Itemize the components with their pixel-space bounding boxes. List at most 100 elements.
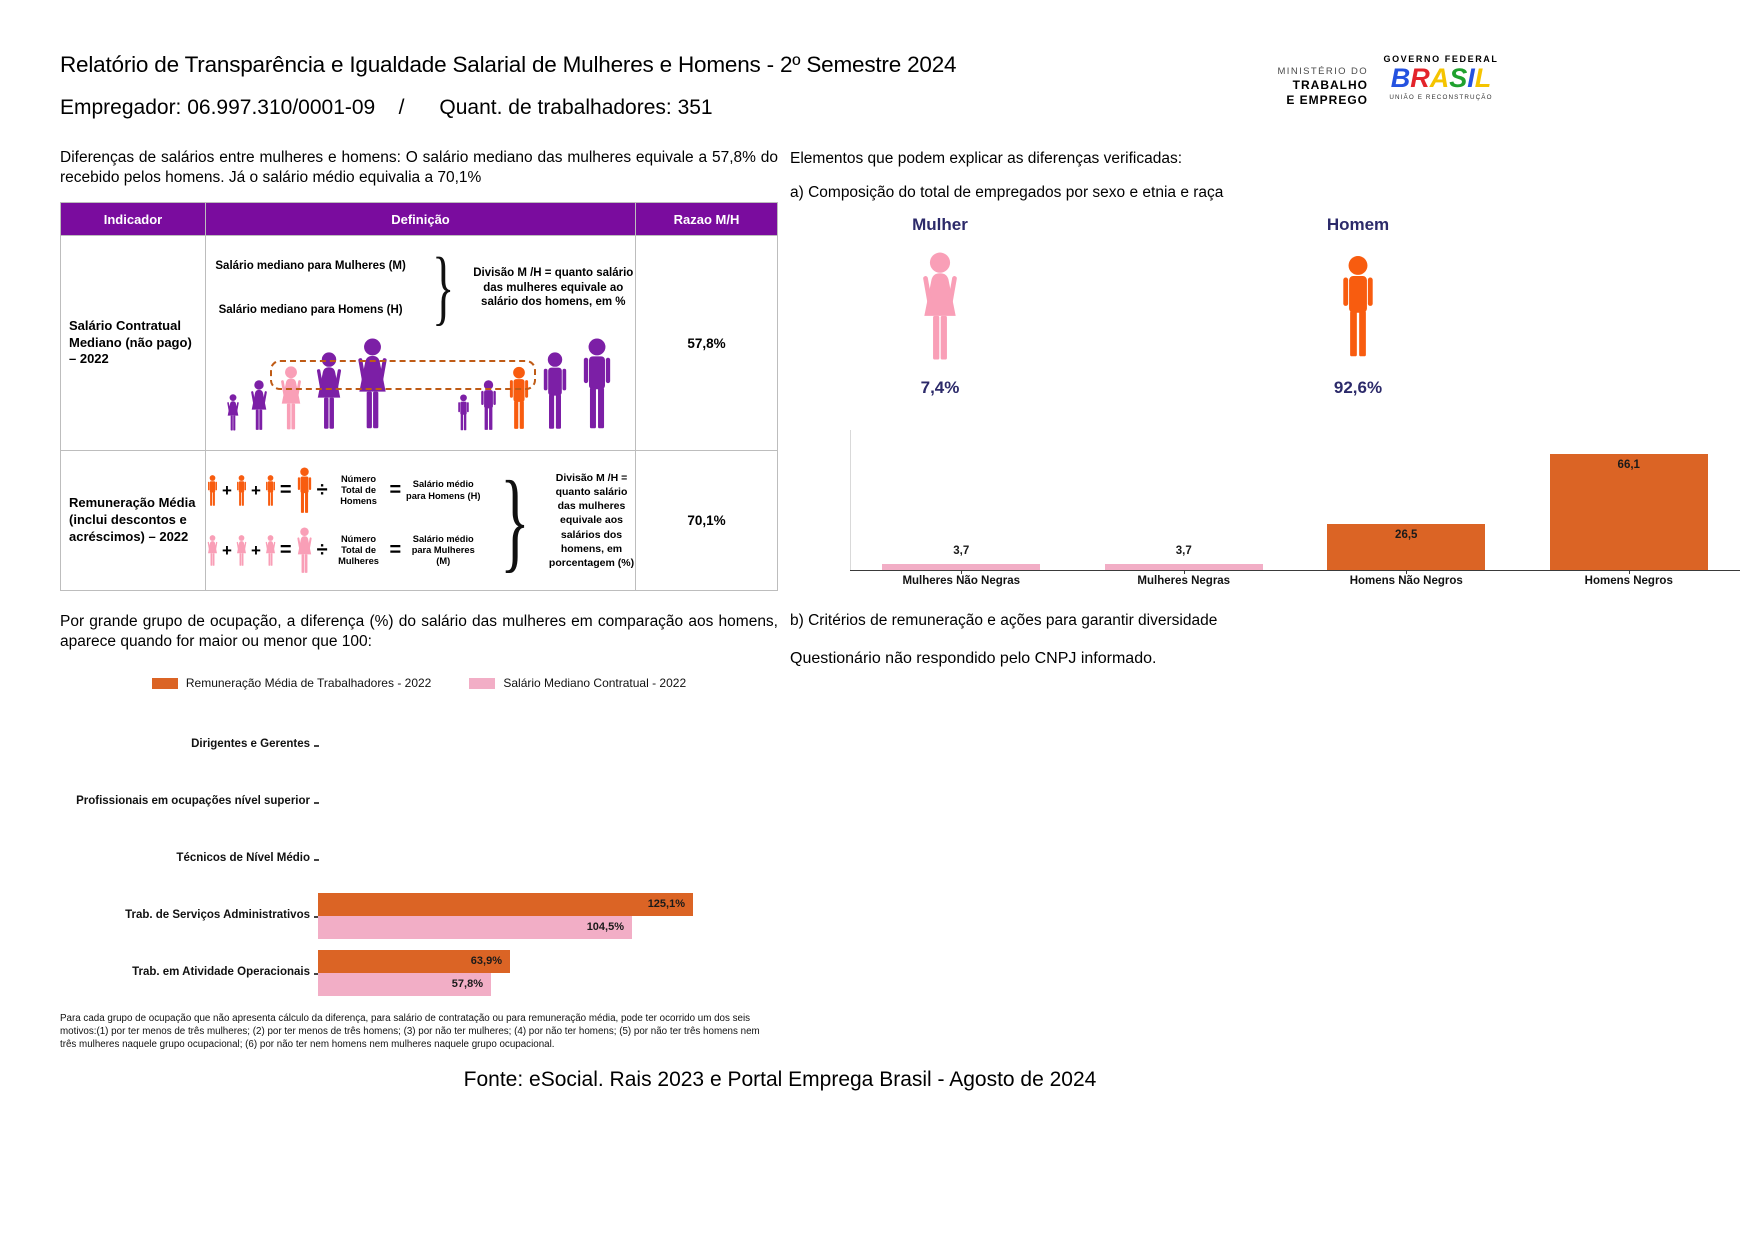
section-b-text: Questionário não respondido pelo CNPJ in…	[790, 650, 1157, 667]
brasil-letter: I	[1467, 63, 1475, 93]
occupation-bar-value: 125,1%	[647, 898, 685, 910]
equals-operator: =	[279, 539, 292, 561]
ministry-logo: MINISTÉRIO DO TRABALHO E EMPREGO	[1150, 66, 1368, 108]
row2-ratio-value: 70,1%	[636, 451, 778, 591]
row1-definition-lines: Salário mediano para Mulheres (M) Salári…	[206, 260, 415, 316]
man-icon	[264, 475, 277, 507]
composition-bar-value: 3,7	[1175, 545, 1192, 557]
composition-bar	[1550, 454, 1708, 570]
composition-axis-tick	[961, 570, 962, 574]
legend-label-remuneracao: Remuneração Média de Trabalhadores - 202…	[185, 676, 432, 690]
row2-definition: + + = ÷ Número Total de Homens = Salário…	[206, 451, 636, 591]
occupation-bar-value: 63,9%	[470, 955, 502, 967]
occupation-axis-tick	[314, 745, 319, 747]
legend-label-mediano: Salário Mediano Contratual - 2022	[503, 676, 687, 690]
man-icon	[206, 475, 219, 507]
mulher-percentage: 7,4%	[920, 378, 960, 397]
occupation-bar	[318, 950, 510, 973]
table-header-razao: Razao M/H	[636, 203, 778, 236]
composition-bar	[1327, 524, 1485, 570]
plus-operator: +	[222, 480, 232, 500]
brace-icon: }	[432, 241, 455, 334]
composition-bar	[882, 564, 1040, 570]
row2-indicator: Remuneração Média (inclui descontos e ac…	[61, 451, 206, 591]
table-header-indicador: Indicador	[61, 203, 206, 236]
men-average-formula: + + = ÷ Número Total de Homens = Salário…	[206, 467, 482, 515]
occupation-bar	[318, 893, 693, 916]
brasil-letter: R	[1410, 63, 1430, 93]
occupation-chart: Dirigentes e Gerentes Profissionais em oc…	[60, 716, 778, 1001]
men-total-label: Número Total de Homens	[340, 473, 377, 507]
composition-y-axis	[850, 430, 851, 570]
woman-pictogram-icon	[248, 380, 270, 432]
page-title: Relatório de Transparência e Igualdade S…	[60, 52, 957, 77]
women-average-formula: + + = ÷ Número Total de Mulheres = Salár…	[206, 527, 482, 575]
homem-label: Homem	[1326, 215, 1390, 234]
composition-category-label: Mulheres Negras	[1137, 575, 1231, 587]
gov-slogan: UNIÃO E RECONSTRUÇÃO	[1389, 94, 1493, 101]
occupation-category-label: Profissionais em ocupações nível superio…	[76, 795, 310, 807]
occupation-axis-tick	[314, 973, 319, 975]
pictogram-group	[225, 334, 616, 432]
brasil-letter: B	[1390, 63, 1411, 93]
women-total-label: Número Total de Mulheres	[338, 533, 379, 567]
occupation-axis-tick	[314, 802, 319, 804]
section-b-title: b) Critérios de remuneração e ações para…	[790, 612, 1218, 629]
woman-pictogram-icon	[225, 394, 241, 432]
occupation-axis-tick	[314, 916, 319, 918]
brasil-letter: S	[1449, 63, 1468, 93]
gov-federal-logo: GOVERNO FEDERAL BRASIL UNIÃO E RECONSTRU…	[1382, 54, 1500, 101]
intro-text: Diferenças de salários entre mulheres e …	[60, 149, 778, 187]
composition-category-label: Homens Não Negros	[1349, 575, 1463, 587]
legend-swatch-pink	[469, 677, 496, 689]
plus-operator: +	[250, 540, 261, 560]
man-pictogram-icon	[539, 352, 571, 432]
legend-swatch-orange	[151, 677, 178, 689]
man-icon	[1337, 254, 1379, 362]
brace-icon: }	[500, 458, 530, 583]
composition-category-label: Mulheres Não Negras	[902, 575, 1021, 587]
row1-ratio-value: 57,8%	[636, 236, 778, 451]
occupation-legend: Remuneração Média de Trabalhadores - 202…	[60, 676, 778, 690]
women-result-label: Salário médio para Mulheres (M)	[411, 533, 475, 567]
occupation-bar	[318, 973, 491, 996]
occupation-intro: Por grande grupo de ocupação, a diferenç…	[60, 613, 778, 651]
salary-table: Indicador Definição Razao M/H Salário Co…	[60, 202, 778, 591]
row1-def-line2: Salário mediano para Homens (H)	[218, 304, 403, 316]
employer-line: Empregador: 06.997.310/0001-09 / Quant. …	[60, 96, 713, 119]
composition-chart: 3,7 Mulheres Não Negras 3,7 Mulheres Negras…	[850, 430, 1740, 600]
man-icon	[295, 467, 314, 515]
woman-icon	[264, 535, 277, 567]
men-result-label: Salário médio para Homens (H)	[406, 479, 481, 501]
pictogram-row	[206, 334, 635, 432]
equals-operator: =	[389, 479, 402, 501]
table-header-definicao: Definição	[206, 203, 636, 236]
homem-percentage: 92,6%	[1333, 378, 1383, 397]
occupation-category-label: Dirigentes e Gerentes	[191, 738, 310, 750]
gov-federal-label: GOVERNO FEDERAL	[1383, 54, 1499, 64]
ministry-line1: MINISTÉRIO DO	[1277, 66, 1368, 77]
mulher-label: Mulher	[912, 215, 968, 234]
man-icon	[235, 475, 248, 507]
row1-def-explain: Divisão M /H = quanto salário das mulher…	[473, 266, 634, 309]
footnote-text: Para cada grupo de ocupação que não apre…	[60, 1013, 760, 1051]
occupation-category-label: Trab. de Serviços Administrativos	[125, 909, 310, 921]
row1-definition-top: Salário mediano para Mulheres (M) Salári…	[206, 236, 635, 330]
right-heading: Elementos que podem explicar as diferenç…	[790, 150, 1183, 167]
row1-def-line1: Salário mediano para Mulheres (M)	[215, 260, 406, 272]
composition-axis-tick	[1629, 570, 1630, 574]
occupation-category-label: Trab. em Atividade Operacionais	[132, 966, 310, 978]
composition-bar	[1105, 564, 1263, 570]
equals-operator: =	[389, 539, 402, 561]
row1-indicator: Salário Contratual Mediano (não pago) – …	[61, 236, 206, 451]
woman-icon	[295, 527, 314, 575]
woman-icon	[917, 252, 963, 364]
plus-operator: +	[222, 540, 232, 560]
man-pictogram-icon	[456, 394, 471, 432]
plus-operator: +	[250, 480, 261, 500]
composition-axis-tick	[1184, 570, 1185, 574]
occupation-category-label: Técnicos de Nível Médio	[176, 852, 310, 864]
ministry-line3: E EMPREGO	[1286, 92, 1368, 107]
row2-formulas: + + = ÷ Número Total de Homens = Salário…	[206, 451, 635, 590]
legend-item-mediano: Salário Mediano Contratual - 2022	[469, 676, 686, 690]
